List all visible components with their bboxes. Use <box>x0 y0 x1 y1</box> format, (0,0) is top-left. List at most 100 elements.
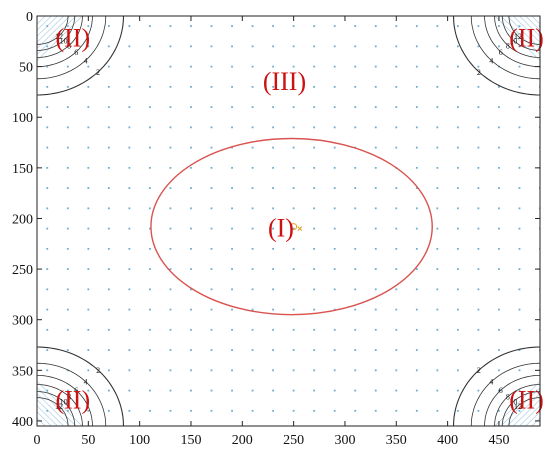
field-marker <box>333 65 336 68</box>
field-marker <box>190 207 192 210</box>
field-marker <box>87 166 90 169</box>
corner-hatch-line <box>37 399 64 426</box>
field-marker <box>107 45 110 48</box>
field-marker <box>231 369 233 372</box>
field-marker <box>354 389 357 392</box>
field-marker <box>292 389 295 392</box>
field-marker <box>456 409 459 412</box>
field-marker <box>87 268 90 270</box>
field-marker <box>87 126 90 129</box>
corner-hatch-line <box>37 16 77 55</box>
field-marker <box>333 146 336 149</box>
field-marker <box>436 328 439 331</box>
field-marker <box>518 328 521 331</box>
field-marker <box>272 25 275 28</box>
field-marker <box>149 65 151 68</box>
field-marker <box>46 126 49 129</box>
field-marker <box>210 45 213 48</box>
field-marker <box>190 45 192 48</box>
field-marker <box>498 45 500 48</box>
field-marker <box>190 85 192 88</box>
field-marker <box>46 288 49 291</box>
field-marker <box>128 207 131 210</box>
field-marker <box>436 409 439 412</box>
field-marker <box>395 106 398 109</box>
field-marker <box>272 288 275 291</box>
field-marker <box>272 207 275 210</box>
field-marker <box>251 349 254 351</box>
field-marker <box>149 25 151 28</box>
field-marker <box>313 369 316 372</box>
field-marker <box>374 106 377 109</box>
corner-hatch-line <box>519 405 540 426</box>
field-marker <box>210 268 213 270</box>
field-marker <box>292 349 295 351</box>
contour-line-level-2 <box>37 16 125 96</box>
field-marker <box>231 85 233 88</box>
corner-hatch-line <box>494 16 540 61</box>
x-tick-label: 50 <box>81 433 95 448</box>
field-marker <box>415 106 418 109</box>
field-marker <box>395 227 398 230</box>
field-marker <box>477 106 480 109</box>
field-marker <box>251 247 254 250</box>
contour-line-level-2 <box>452 16 540 96</box>
field-marker <box>87 369 90 372</box>
field-marker <box>415 227 418 230</box>
field-marker <box>456 227 459 230</box>
field-marker <box>313 106 316 109</box>
field-marker <box>46 389 49 392</box>
field-marker <box>477 349 480 351</box>
contour-level-label: 10 <box>509 398 517 407</box>
field-marker <box>231 328 233 331</box>
field-marker <box>46 247 49 250</box>
field-marker <box>107 25 110 28</box>
field-marker <box>395 65 398 68</box>
field-marker <box>231 166 233 169</box>
field-marker <box>87 65 90 68</box>
field-marker <box>456 106 459 109</box>
field-marker <box>87 207 90 210</box>
field-marker <box>415 146 418 149</box>
field-marker <box>107 247 110 250</box>
field-marker <box>415 207 418 210</box>
field-marker <box>251 328 254 331</box>
field-marker <box>374 166 377 169</box>
field-marker <box>190 146 192 149</box>
field-marker <box>190 166 192 169</box>
field-marker <box>395 45 398 48</box>
field-marker <box>498 85 500 88</box>
corner-hatch-line <box>37 16 52 31</box>
field-marker <box>374 126 377 129</box>
field-marker <box>46 207 49 210</box>
field-marker <box>313 288 316 291</box>
field-marker <box>169 207 172 210</box>
x-tick-label: 350 <box>386 433 407 448</box>
field-marker <box>374 85 377 88</box>
field-marker <box>374 328 377 331</box>
field-marker <box>169 328 172 331</box>
field-marker <box>128 65 131 68</box>
field-marker <box>272 369 275 372</box>
field-marker <box>251 227 254 230</box>
field-marker <box>456 369 459 372</box>
field-marker <box>333 106 336 109</box>
contour-line-level-10 <box>501 391 540 426</box>
field-marker <box>190 268 192 270</box>
field-marker <box>518 288 521 291</box>
corner-hatch-line <box>500 387 540 426</box>
field-marker <box>374 389 377 392</box>
field-marker <box>107 268 110 270</box>
y-tick-label: 100 <box>12 111 33 126</box>
corner-hatch-line <box>506 16 540 49</box>
field-marker <box>498 187 500 189</box>
field-marker <box>210 25 213 28</box>
corner-hatch-line <box>37 16 58 37</box>
y-tick-label: 50 <box>19 61 33 76</box>
field-marker <box>66 126 69 129</box>
y-tick-label: 350 <box>12 364 33 379</box>
field-marker <box>107 288 110 291</box>
field-marker <box>66 207 69 210</box>
field-marker <box>251 409 254 412</box>
field-marker <box>292 409 295 412</box>
